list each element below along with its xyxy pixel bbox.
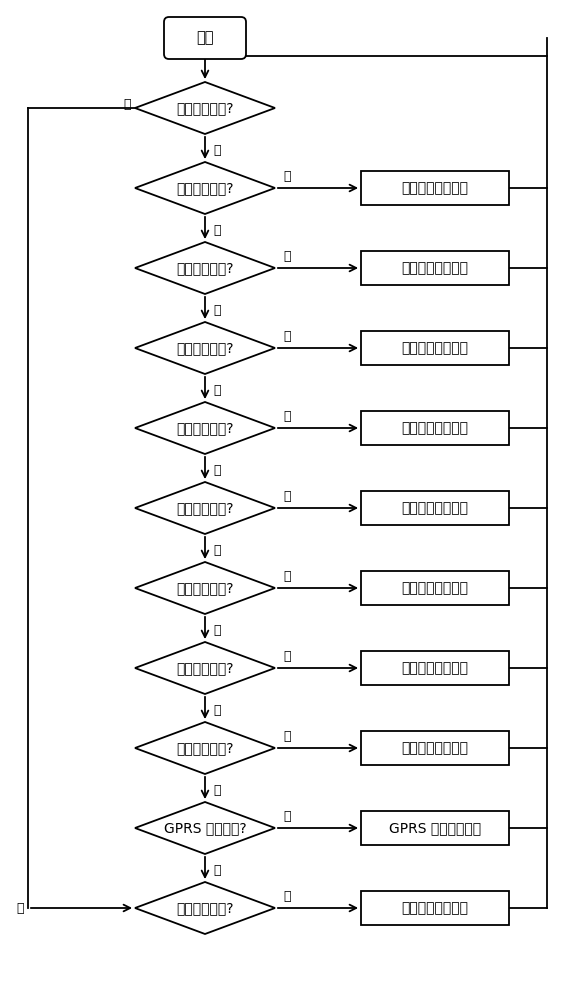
Text: 否: 否 <box>213 544 220 557</box>
Text: 储存调试处理流程: 储存调试处理流程 <box>402 741 469 755</box>
Polygon shape <box>135 402 275 454</box>
Text: 调试信息输出?: 调试信息输出? <box>176 101 234 115</box>
Text: 否: 否 <box>213 224 220 237</box>
Bar <box>361 171 509 205</box>
Text: 否: 否 <box>123 98 131 110</box>
Polygon shape <box>135 642 275 694</box>
Text: 否: 否 <box>213 464 220 477</box>
FancyBboxPatch shape <box>164 17 246 59</box>
Bar <box>361 651 509 685</box>
Text: 开始: 开始 <box>197 30 214 45</box>
Bar <box>361 891 509 925</box>
Text: 否: 否 <box>213 384 220 397</box>
Text: 上行调试处理流程: 上行调试处理流程 <box>402 421 469 435</box>
Text: 否: 否 <box>213 304 220 317</box>
Text: 上行调试输出?: 上行调试输出? <box>176 421 234 435</box>
Polygon shape <box>135 722 275 774</box>
Text: 是: 是 <box>213 144 220 157</box>
Text: 是: 是 <box>283 730 290 743</box>
Text: 驱动调试处理流程: 驱动调试处理流程 <box>402 901 469 915</box>
Polygon shape <box>135 882 275 934</box>
Text: 存储调试输出?: 存储调试输出? <box>176 741 234 755</box>
Bar <box>361 331 509 365</box>
Text: 是: 是 <box>283 250 290 263</box>
Text: 是: 是 <box>283 650 290 663</box>
Text: 冻结调试输出?: 冻结调试输出? <box>176 661 234 675</box>
Polygon shape <box>135 562 275 614</box>
Text: 事件调试输出?: 事件调试输出? <box>176 581 234 595</box>
Text: GPRS 调试处理流程: GPRS 调试处理流程 <box>389 821 481 835</box>
Text: 是: 是 <box>283 810 290 823</box>
Text: 事件调试处理流程: 事件调试处理流程 <box>402 581 469 595</box>
Text: 否: 否 <box>213 704 220 717</box>
Text: 路由调试处理流程: 路由调试处理流程 <box>402 341 469 355</box>
Text: 否: 否 <box>16 902 24 914</box>
Bar <box>361 571 509 605</box>
Text: 否: 否 <box>213 624 220 637</box>
Text: 是: 是 <box>283 170 290 183</box>
Bar <box>361 411 509 445</box>
Text: 否: 否 <box>213 864 220 877</box>
Text: 是: 是 <box>283 890 290 903</box>
Bar <box>361 251 509 285</box>
Text: 是: 是 <box>283 490 290 503</box>
Text: 否: 否 <box>213 784 220 797</box>
Polygon shape <box>135 82 275 134</box>
Text: 系统调试处理流程: 系统调试处理流程 <box>402 181 469 195</box>
Polygon shape <box>135 242 275 294</box>
Bar <box>361 811 509 845</box>
Text: 冻结调试处理流程: 冻结调试处理流程 <box>402 661 469 675</box>
Text: 路由调试输出?: 路由调试输出? <box>176 341 234 355</box>
Polygon shape <box>135 802 275 854</box>
Bar <box>361 491 509 525</box>
Polygon shape <box>135 322 275 374</box>
Text: 驱动调试输出?: 驱动调试输出? <box>176 901 234 915</box>
Text: 抄表调试处理流程: 抄表调试处理流程 <box>402 261 469 275</box>
Text: 是: 是 <box>283 330 290 343</box>
Polygon shape <box>135 162 275 214</box>
Text: 是: 是 <box>283 570 290 583</box>
Text: 抄表调试输出?: 抄表调试输出? <box>176 261 234 275</box>
Text: 系统调试输出?: 系统调试输出? <box>176 181 234 195</box>
Polygon shape <box>135 482 275 534</box>
Text: 是: 是 <box>283 410 290 423</box>
Text: 显示调试输出?: 显示调试输出? <box>176 501 234 515</box>
Bar <box>361 731 509 765</box>
Text: GPRS 调试输出?: GPRS 调试输出? <box>164 821 247 835</box>
Text: 显示调试处理流程: 显示调试处理流程 <box>402 501 469 515</box>
